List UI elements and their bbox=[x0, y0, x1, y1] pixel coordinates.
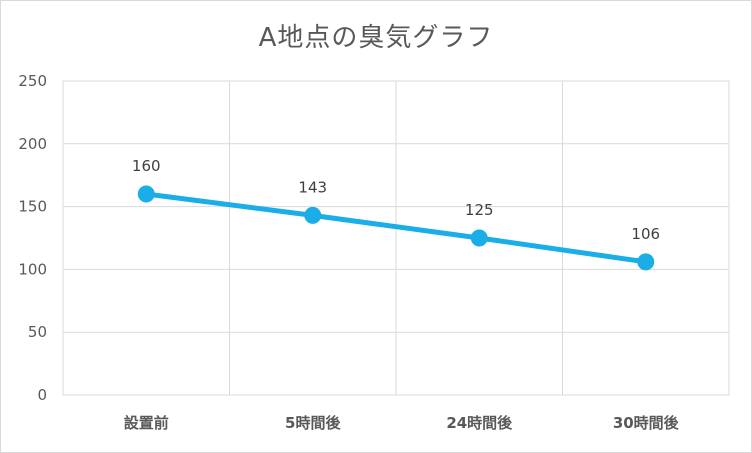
data-point bbox=[470, 229, 488, 247]
data-point bbox=[637, 253, 655, 271]
y-tick-label: 150 bbox=[18, 198, 47, 216]
data-point bbox=[137, 185, 155, 203]
x-tick-label: 5時間後 bbox=[285, 414, 341, 432]
y-tick-label: 100 bbox=[18, 260, 47, 278]
y-tick-label: 200 bbox=[18, 135, 47, 153]
data-label: 106 bbox=[631, 225, 660, 243]
x-tick-label: 24時間後 bbox=[446, 414, 513, 432]
y-tick-label: 50 bbox=[28, 323, 47, 341]
y-tick-label: 250 bbox=[18, 72, 47, 90]
chart-title: A地点の臭気グラフ bbox=[258, 23, 494, 53]
y-tick-label: 0 bbox=[37, 386, 47, 404]
data-label: 125 bbox=[465, 201, 494, 219]
data-label: 143 bbox=[298, 178, 327, 196]
x-tick-label: 30時間後 bbox=[613, 414, 680, 432]
data-label: 160 bbox=[132, 157, 161, 175]
series-line bbox=[143, 191, 649, 265]
x-tick-label: 設置前 bbox=[124, 414, 169, 432]
data-point bbox=[304, 206, 322, 224]
